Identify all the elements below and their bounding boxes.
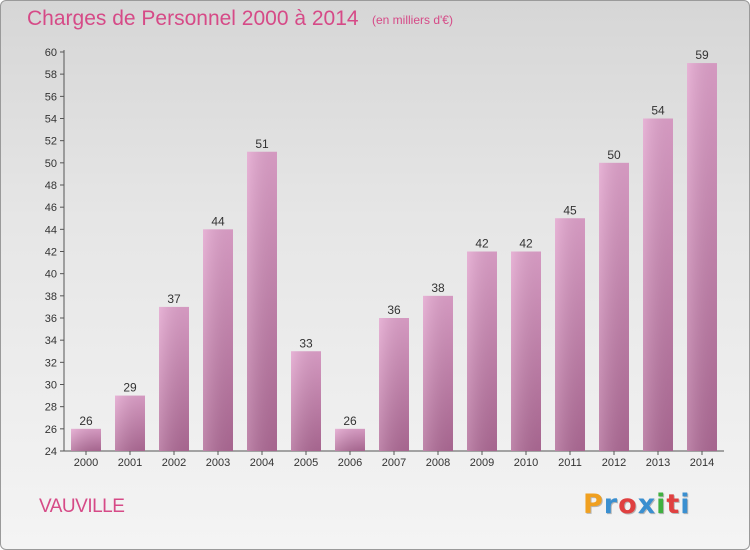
x-tick-label: 2005 <box>294 457 318 469</box>
bar-value-label: 26 <box>343 414 357 428</box>
x-tick-label: 2006 <box>338 457 362 469</box>
x-tick-label: 2009 <box>470 457 494 469</box>
x-tick-label: 2007 <box>382 457 406 469</box>
bar-value-label: 42 <box>475 237 489 251</box>
bar-shade <box>423 295 453 451</box>
y-tick-label: 50 <box>45 158 57 170</box>
bar-value-label: 50 <box>607 148 621 162</box>
logo-letter: o <box>618 489 638 520</box>
x-tick-label: 2011 <box>558 457 582 469</box>
logo-letter: i <box>656 489 667 520</box>
bar-value-label: 42 <box>519 237 533 251</box>
x-tick-label: 2008 <box>426 457 450 469</box>
bar-shade <box>599 162 629 452</box>
y-tick-label: 56 <box>45 91 57 103</box>
y-tick-label: 46 <box>45 202 57 214</box>
bar-value-label: 45 <box>563 203 577 217</box>
bar-shade <box>71 428 101 451</box>
bar-value-label: 26 <box>79 414 93 428</box>
bar-value-label: 29 <box>123 381 137 395</box>
y-tick-label: 38 <box>45 291 57 303</box>
bar-value-label: 51 <box>255 137 269 151</box>
x-tick-label: 2000 <box>74 457 98 469</box>
town-name: VAUVILLE <box>39 496 125 517</box>
bar-value-label: 59 <box>695 48 709 62</box>
x-tick-label: 2014 <box>690 457 714 469</box>
chart-title: Charges de Personnel 2000 à 2014 <box>27 7 359 30</box>
x-tick-label: 2010 <box>514 457 538 469</box>
proxiti-logo[interactable]: Proxiti <box>583 489 691 520</box>
bar-shade <box>467 251 497 451</box>
logo-letter: r <box>603 489 619 520</box>
bar-shade <box>335 428 365 451</box>
x-tick-label: 2012 <box>602 457 626 469</box>
y-tick-label: 58 <box>45 69 57 81</box>
bar-shade <box>511 251 541 451</box>
x-tick-label: 2004 <box>250 457 274 469</box>
y-tick-label: 24 <box>45 446 57 458</box>
bar-value-label: 37 <box>167 292 181 306</box>
bar-shade <box>203 229 233 451</box>
bar-shade <box>643 118 673 451</box>
y-tick-label: 42 <box>45 247 57 259</box>
bar-value-label: 33 <box>299 336 313 350</box>
bar-value-label: 38 <box>431 281 445 295</box>
y-tick-label: 26 <box>45 424 57 436</box>
x-tick-label: 2013 <box>646 457 670 469</box>
bar-shade <box>291 351 321 451</box>
logo-letter: t <box>666 489 681 520</box>
logo-letter: i <box>680 489 691 520</box>
y-tick-label: 34 <box>45 335 57 347</box>
bar-value-label: 44 <box>211 214 225 228</box>
y-tick-label: 54 <box>45 114 57 126</box>
bar-shade <box>247 151 277 451</box>
x-tick-label: 2002 <box>162 457 186 469</box>
bar-shade <box>379 318 409 451</box>
x-tick-label: 2003 <box>206 457 230 469</box>
logo-letter: P <box>583 489 604 520</box>
bar-shade <box>687 63 717 451</box>
chart-bars: 26 29 37 44 51 33 26 36 38 42 42 45 50 54 59 <box>71 48 717 452</box>
bar-shade <box>115 395 145 451</box>
x-tick-label: 2001 <box>118 457 142 469</box>
y-tick-label: 44 <box>45 224 57 236</box>
bar-value-label: 36 <box>387 303 401 317</box>
bar-value-label: 54 <box>651 104 665 118</box>
y-tick-label: 40 <box>45 269 57 281</box>
logo-letter: x <box>637 489 657 520</box>
y-tick-label: 30 <box>45 380 57 392</box>
bar-shade <box>555 218 585 451</box>
y-tick-label: 48 <box>45 180 57 192</box>
y-tick-label: 52 <box>45 136 57 148</box>
chart-subtitle: (en milliers d'€) <box>372 13 453 27</box>
y-tick-label: 28 <box>45 402 57 414</box>
bar-shade <box>159 306 189 451</box>
y-tick-label: 32 <box>45 357 57 369</box>
y-tick-label: 36 <box>45 313 57 325</box>
y-tick-label: 60 <box>45 47 57 59</box>
